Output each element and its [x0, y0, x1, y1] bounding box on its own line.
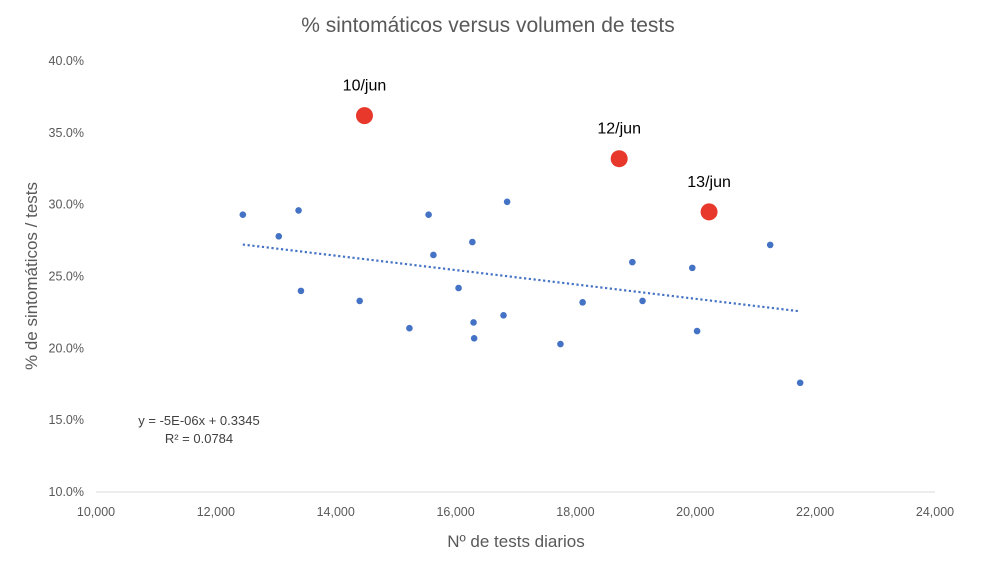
data-point	[470, 319, 477, 326]
x-tick-label: 18,000	[556, 505, 594, 519]
data-points	[239, 107, 804, 387]
y-tick-label: 30.0%	[49, 198, 84, 212]
data-point	[239, 211, 247, 219]
data-point	[500, 311, 507, 319]
data-point	[557, 340, 564, 348]
trendline-equation: y = -5E-06x + 0.3345	[138, 413, 259, 428]
data-point	[275, 232, 283, 240]
data-point	[295, 207, 302, 214]
y-tick-label: 25.0%	[49, 270, 84, 284]
y-axis-ticks: 10.0% 15.0% 20.0% 25.0% 30.0% 35.0% 40.0%	[49, 54, 84, 499]
y-tick-label: 40.0%	[49, 54, 84, 68]
x-tick-label: 24,000	[916, 505, 954, 519]
x-tick-label: 10,000	[77, 505, 115, 519]
data-point	[469, 238, 476, 246]
data-point	[693, 327, 701, 335]
data-point	[455, 284, 462, 292]
data-point	[796, 379, 804, 387]
data-point	[297, 287, 305, 295]
x-tick-label: 20,000	[676, 505, 714, 519]
data-point	[579, 299, 586, 306]
highlight-point	[700, 203, 718, 221]
data-point	[406, 324, 413, 332]
x-axis-ticks: 10,000 12,000 14,000 16,000 18,000 20,000 22,0…	[77, 505, 954, 519]
point-label: 12/jun	[597, 121, 641, 138]
x-tick-label: 14,000	[317, 505, 355, 519]
x-axis-label: Nº de tests diarios	[447, 532, 585, 551]
y-axis-label: % de sintomáticos / tests	[22, 182, 41, 370]
point-label: 10/jun	[343, 78, 387, 95]
trendline	[242, 243, 801, 313]
point-label: 13/jun	[687, 174, 731, 191]
data-point	[470, 334, 478, 342]
point-labels: 10/jun 12/jun 13/jun	[343, 78, 731, 191]
y-tick-label: 20.0%	[49, 341, 84, 355]
data-point	[430, 251, 437, 259]
data-point	[629, 258, 636, 266]
x-tick-label: 16,000	[436, 505, 474, 519]
data-point	[639, 297, 646, 305]
data-point	[688, 264, 696, 272]
highlight-point	[355, 107, 373, 125]
x-tick-label: 22,000	[796, 505, 834, 519]
data-point	[425, 211, 432, 219]
data-point	[766, 241, 774, 249]
data-point	[356, 297, 363, 305]
chart-title: % sintomáticos versus volumen de tests	[301, 14, 675, 37]
highlight-point	[610, 150, 628, 168]
x-tick-label: 12,000	[197, 505, 235, 519]
data-point	[503, 198, 511, 206]
y-tick-label: 15.0%	[49, 413, 84, 427]
y-tick-label: 35.0%	[49, 126, 84, 140]
trendline-r-squared: R² = 0.0784	[165, 431, 233, 446]
y-tick-label: 10.0%	[49, 485, 84, 499]
